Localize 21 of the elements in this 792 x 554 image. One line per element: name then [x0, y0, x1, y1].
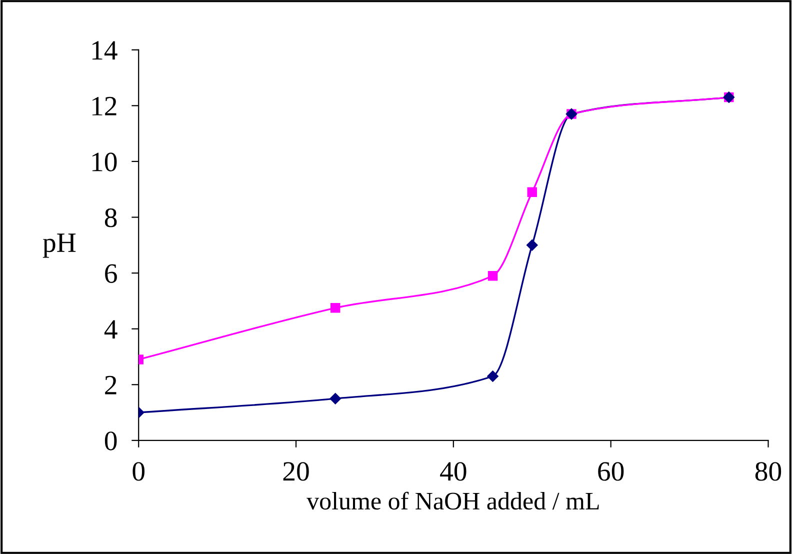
y-tick-label: 4	[104, 320, 118, 338]
y-tick-label: 12	[92, 96, 116, 116]
point	[488, 270, 498, 281]
x-tick-label: 40	[440, 462, 466, 481]
y-tick-label: 0	[104, 432, 117, 450]
x-tick-label: 80	[755, 462, 782, 481]
point	[526, 240, 538, 251]
y-tick-label: 10	[92, 152, 117, 172]
y-tick-label: 2	[105, 376, 116, 394]
x-tick-label: 0	[132, 462, 144, 481]
y-axis-title: pH	[42, 234, 76, 258]
point	[330, 392, 341, 404]
x-tick-label: 60	[598, 462, 624, 481]
point	[527, 187, 537, 197]
y-tick-label: 14	[92, 41, 118, 60]
y-tick-label: 8	[104, 208, 117, 228]
x-axis-title: volume of NaOH added / mL	[306, 492, 599, 510]
point	[487, 370, 498, 382]
point	[330, 303, 340, 313]
y-tick-label: 6	[105, 264, 117, 283]
x-tick-label: 20	[283, 462, 309, 481]
